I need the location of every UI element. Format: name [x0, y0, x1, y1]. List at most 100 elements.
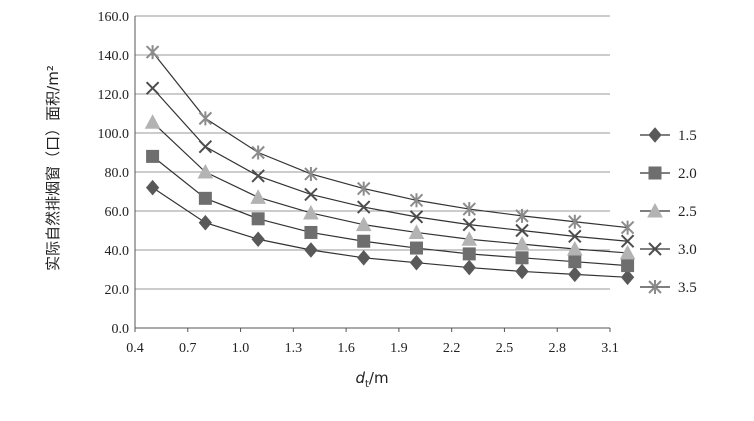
y-tick-label: 120.0	[98, 88, 130, 103]
data-point	[408, 224, 425, 239]
data-point	[568, 266, 582, 283]
data-point	[355, 216, 372, 232]
data-point	[620, 234, 635, 248]
y-tick-label: 40.0	[105, 244, 130, 259]
data-point	[566, 240, 583, 256]
data-point	[145, 179, 160, 196]
data-point	[145, 45, 160, 60]
data-point	[620, 269, 635, 286]
legend-marker	[648, 127, 662, 143]
series-line	[152, 51, 628, 229]
legend-label: 3.5	[678, 280, 697, 296]
data-point	[304, 166, 318, 181]
legend-item: 2.0	[640, 166, 697, 182]
series-line	[152, 155, 628, 267]
data-point	[568, 214, 582, 229]
data-point	[515, 223, 529, 238]
data-point	[462, 202, 476, 217]
data-point	[144, 114, 161, 129]
x-tick-label: 0.4	[126, 341, 144, 356]
data-point	[619, 244, 636, 260]
x-tick-labels: 0.4 0.7 1.0 1.3 1.6 1.9 2.2 2.5 2.8 3.1	[126, 341, 619, 356]
legend-marker	[648, 166, 662, 180]
data-point	[198, 111, 213, 126]
data-point	[357, 250, 371, 266]
data-point	[409, 193, 424, 208]
data-point	[304, 242, 318, 258]
data-point	[197, 163, 214, 179]
data-point	[462, 217, 476, 232]
data-point	[250, 189, 266, 204]
series-line	[152, 121, 628, 254]
y-tick-label: 80.0	[105, 166, 130, 181]
y-tick-label: 160.0	[98, 10, 130, 25]
x-tick-label: 1.0	[232, 341, 250, 356]
series-1.5	[145, 179, 635, 286]
legend-label: 2.5	[678, 204, 697, 220]
data-point	[251, 212, 265, 226]
data-point	[146, 149, 160, 163]
x-tick-label: 3.1	[601, 341, 619, 356]
data-point	[356, 181, 371, 196]
data-point	[198, 139, 213, 154]
legend-item: 2.5	[640, 202, 697, 220]
series-line	[152, 187, 628, 278]
y-tick-labels: 0.0 20.0 40.0 60.0 80.0 100.0 120.0 140.0 160.0	[98, 10, 130, 337]
data-point	[251, 169, 265, 183]
x-tick-label: 0.7	[179, 341, 197, 356]
legend-label: 3.0	[678, 242, 697, 258]
legend-marker	[648, 242, 662, 256]
data-point	[304, 225, 318, 239]
data-point	[620, 220, 635, 235]
series-line	[152, 87, 628, 242]
data-point	[198, 191, 212, 205]
legend-item: 1.5	[640, 127, 697, 144]
x-tick-label: 1.3	[285, 341, 303, 356]
data-point	[356, 200, 371, 214]
x-tick-label: 2.2	[443, 341, 461, 356]
data-point	[409, 241, 423, 255]
data-point	[145, 81, 160, 95]
series-2.5	[144, 114, 636, 260]
series-3.5	[145, 45, 635, 235]
data-point	[409, 254, 424, 271]
x-axis-title: dt/m	[355, 369, 388, 390]
data-point	[568, 255, 582, 269]
x-tick-label: 1.6	[337, 341, 355, 356]
data-point	[251, 231, 265, 248]
data-point	[514, 236, 530, 251]
y-tick-label: 0.0	[112, 322, 130, 337]
y-tick-label: 140.0	[98, 49, 130, 64]
x-axis-title-unit: /m	[369, 369, 389, 387]
x-axis-title-main: d	[355, 369, 365, 387]
data-point	[357, 234, 371, 248]
data-point	[251, 145, 265, 160]
legend: 1.5 2.0 2.5 3.0 3.5	[640, 127, 697, 296]
legend-label: 1.5	[678, 128, 697, 144]
x-tick-label: 2.8	[548, 341, 566, 356]
data-point	[462, 259, 476, 276]
grid-lines	[135, 15, 610, 290]
series-3.0	[145, 81, 635, 248]
y-tick-label: 100.0	[98, 127, 130, 142]
legend-item: 3.5	[640, 280, 697, 296]
legend-marker	[648, 280, 662, 294]
x-tick-label: 1.9	[390, 341, 408, 356]
data-point	[461, 231, 478, 246]
y-tick-label: 20.0	[105, 283, 130, 298]
data-point	[198, 214, 213, 231]
series-group	[144, 45, 636, 286]
series-2.0	[146, 149, 635, 273]
axes	[134, 16, 611, 332]
data-point	[462, 247, 476, 261]
data-point	[515, 251, 529, 265]
legend-marker	[647, 202, 663, 218]
data-point	[621, 259, 635, 273]
y-tick-label: 60.0	[105, 205, 130, 220]
legend-item: 3.0	[640, 242, 697, 258]
data-point	[304, 187, 318, 202]
x-axis-title-subscript: t	[365, 379, 369, 390]
data-point	[303, 204, 319, 220]
data-point	[515, 208, 529, 223]
